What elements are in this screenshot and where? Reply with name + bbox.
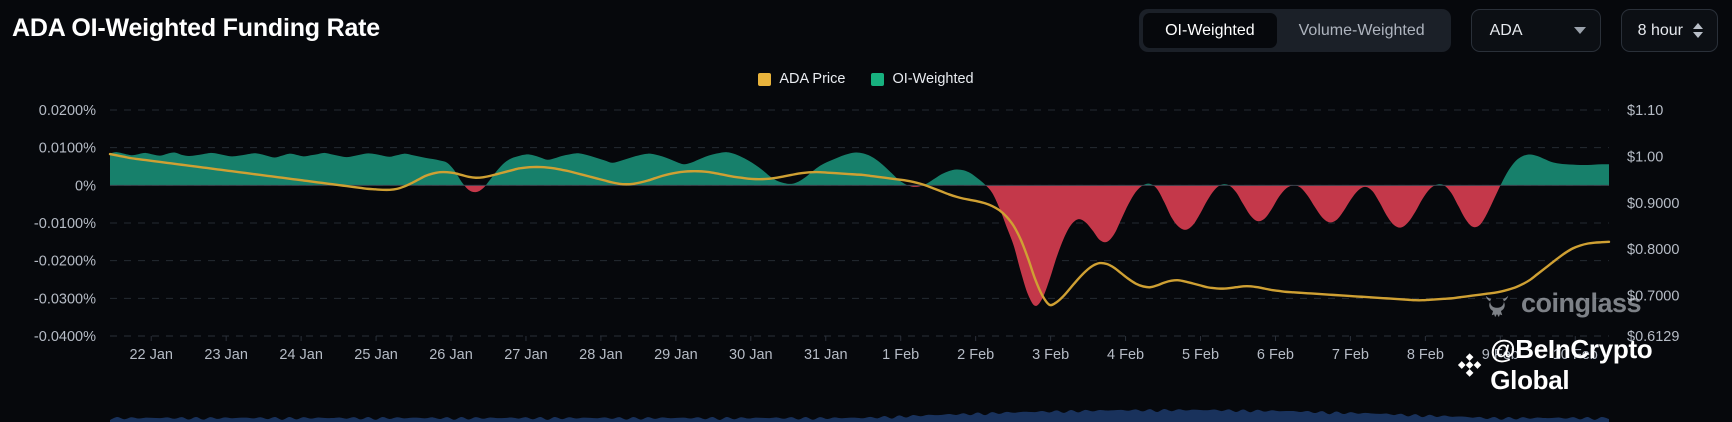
x-axis-tick: 31 Jan [804, 347, 848, 363]
y-axis-left-tick: -0.0100% [34, 216, 96, 232]
x-axis-tick: 22 Jan [129, 347, 173, 363]
x-axis-tick: 30 Jan [729, 347, 773, 363]
y-axis-right-tick: $0.9000 [1627, 196, 1679, 212]
y-axis-right-tick: $1.10 [1627, 103, 1663, 119]
ada-price-line [108, 152, 1611, 307]
x-axis-tick: 6 Feb [1257, 347, 1294, 363]
y-axis-right-tick: $0.8000 [1627, 242, 1679, 258]
funding-rate-positive-area [110, 152, 1609, 186]
x-axis-tick: 26 Jan [429, 347, 473, 363]
header-controls: OI-Weighted Volume-Weighted ADA 8 hour [1139, 9, 1718, 52]
x-axis-tick: 8 Feb [1407, 347, 1444, 363]
tab-oi-weighted[interactable]: OI-Weighted [1143, 13, 1277, 48]
y-axis-left-tick: 0.0100% [39, 141, 96, 157]
legend-swatch-ada-price [758, 72, 772, 86]
asset-select[interactable]: ADA [1470, 9, 1601, 52]
x-axis-tick: 10 Feb [1553, 347, 1598, 363]
chart-svg: 0.0200% 0.0100% 0% -0.0100% -0.0200% -0.0300%… [34, 103, 1679, 422]
x-axis-tick: 25 Jan [354, 347, 398, 363]
x-axis-tick: 4 Feb [1107, 347, 1144, 363]
funding-rate-negative-area [464, 185, 1501, 306]
page-title: ADA OI-Weighted Funding Rate [12, 14, 380, 42]
legend-item-oi-weighted[interactable]: OI-Weighted [871, 71, 974, 87]
x-axis-tick: 24 Jan [279, 347, 323, 363]
chart-legend: ADA Price OI-Weighted [0, 71, 1732, 87]
y-axis-right-tick: $0.6129 [1627, 329, 1679, 345]
x-axis-tick: 1 Feb [882, 347, 919, 363]
y-axis-right-tick: $1.00 [1627, 149, 1663, 165]
legend-item-ada-price[interactable]: ADA Price [758, 71, 845, 87]
x-axis-tick: 28 Jan [579, 347, 623, 363]
chart-plot-area[interactable]: 0.0200% 0.0100% 0% -0.0100% -0.0200% -0.0300%… [0, 96, 1732, 422]
x-axis-tick: 2 Feb [957, 347, 994, 363]
x-axis-tick: 23 Jan [204, 347, 248, 363]
stepper-arrows-icon[interactable] [1693, 23, 1703, 38]
x-axis-tick: 27 Jan [504, 347, 548, 363]
legend-label-ada-price: ADA Price [779, 71, 846, 87]
chevron-down-icon [1573, 27, 1586, 34]
interval-select[interactable]: 8 hour [1620, 9, 1718, 52]
asset-select-value: ADA [1489, 21, 1523, 39]
x-axis-tick: 29 Jan [654, 347, 698, 363]
legend-swatch-oi-weighted [871, 72, 885, 86]
legend-label-oi-weighted: OI-Weighted [892, 71, 974, 87]
tab-volume-weighted[interactable]: Volume-Weighted [1298, 21, 1425, 39]
weighting-toggle-group[interactable]: OI-Weighted Volume-Weighted [1139, 9, 1451, 52]
x-axis-tick: 7 Feb [1332, 347, 1369, 363]
y-axis-left-tick: -0.0200% [34, 254, 96, 270]
x-axis-tick: 5 Feb [1182, 347, 1219, 363]
y-axis-left-tick: 0.0200% [39, 103, 96, 119]
y-axis-right-tick: $0.7000 [1627, 289, 1679, 305]
x-axis-tick: 3 Feb [1032, 347, 1069, 363]
y-axis-left-tick: -0.0300% [34, 291, 96, 307]
interval-select-value: 8 hour [1637, 21, 1683, 39]
y-axis-left-tick: -0.0400% [34, 329, 96, 345]
volume-histogram [110, 409, 1609, 422]
y-axis-left-tick: 0% [75, 178, 96, 194]
x-axis-tick: 9 Feb [1482, 347, 1519, 363]
